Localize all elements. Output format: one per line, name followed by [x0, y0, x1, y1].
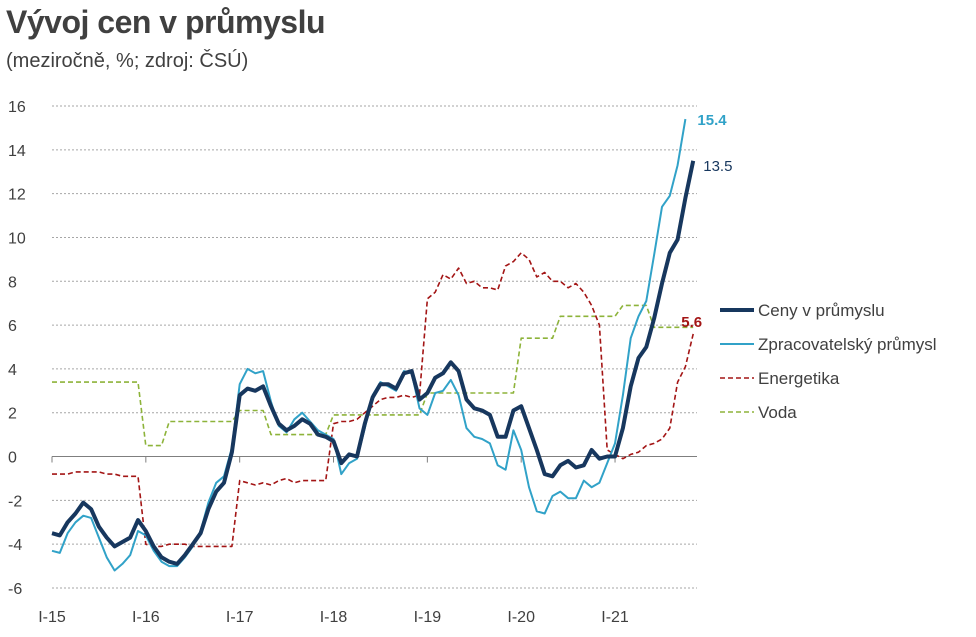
end-label-1: 15.4 — [697, 112, 727, 129]
x-tick-label: I-16 — [132, 609, 160, 626]
y-tick-label: -4 — [8, 537, 22, 554]
series-lines — [51, 118, 696, 572]
series-line-3 — [52, 304, 694, 447]
series-line-0 — [51, 160, 696, 566]
y-tick-label: -6 — [8, 581, 22, 598]
legend-label: Ceny v průmyslu — [758, 301, 885, 320]
y-tick-label: -2 — [8, 493, 22, 510]
y-tick-label: 8 — [8, 274, 17, 291]
gridlines — [52, 105, 697, 589]
end-label-0: 13.5 — [703, 158, 732, 175]
x-axis: I-15 I-16 I-17 I-18 I-19 I-20 I-21 — [38, 456, 697, 626]
y-axis: 16 14 12 10 8 6 4 2 0 -2 -4 -6 — [8, 99, 26, 598]
y-tick-label: 16 — [8, 99, 26, 116]
series-line-1 — [51, 118, 687, 572]
y-tick-label: 2 — [8, 406, 17, 423]
x-tick-label: I-17 — [226, 609, 254, 626]
end-labels: 13.5 15.4 5.6 — [681, 112, 732, 331]
legend-label: Energetika — [758, 369, 840, 388]
x-tick-label: I-21 — [601, 609, 629, 626]
x-tick-label: I-19 — [414, 609, 442, 626]
legend-label: Voda — [758, 403, 797, 422]
y-tick-label: 0 — [8, 450, 17, 467]
y-tick-label: 14 — [8, 143, 26, 160]
y-tick-label: 6 — [8, 318, 17, 335]
x-tick-label: I-15 — [38, 609, 66, 626]
chart-title: Vývoj cen v průmyslu — [6, 4, 326, 40]
end-label-2: 5.6 — [681, 314, 702, 331]
y-tick-label: 12 — [8, 187, 26, 204]
y-tick-label: 10 — [8, 230, 26, 247]
legend-label: Zpracovatelský průmysl — [758, 335, 937, 354]
legend: Ceny v průmyslu Zpracovatelský průmysl Ene… — [720, 301, 937, 422]
x-tick-label: I-18 — [320, 609, 348, 626]
x-tick-label: I-20 — [507, 609, 535, 626]
chart-subtitle: (meziročně, %; zdroj: ČSÚ) — [6, 50, 249, 72]
series-line-2 — [52, 252, 694, 548]
y-tick-label: 4 — [8, 362, 17, 379]
